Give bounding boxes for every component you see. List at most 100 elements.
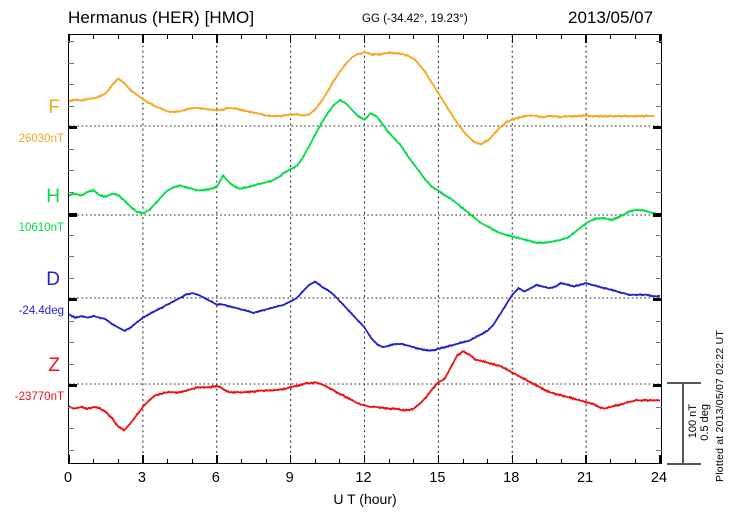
x-tick-top-0 bbox=[68, 34, 70, 43]
x-tick-bottom-14 bbox=[413, 459, 415, 464]
x-tick-label-24: 24 bbox=[650, 470, 668, 486]
y-tick-right bbox=[656, 363, 662, 365]
magnetogram-plot bbox=[68, 34, 662, 464]
y-tick-left bbox=[68, 127, 77, 129]
y-tick-left bbox=[68, 299, 77, 301]
trace-detail-D bbox=[69, 280, 660, 352]
y-tick-baseline-D bbox=[68, 298, 77, 300]
y-tick-right bbox=[653, 299, 662, 301]
x-tick-label-9: 9 bbox=[285, 470, 294, 486]
x-tick-bottom-16 bbox=[462, 459, 464, 464]
x-tick-label-18: 18 bbox=[503, 470, 520, 486]
y-tick-left bbox=[68, 148, 74, 150]
x-tick-top-16 bbox=[462, 34, 464, 39]
y-tick-right bbox=[656, 170, 662, 172]
x-tick-top-6 bbox=[216, 34, 218, 43]
x-tick-bottom-4 bbox=[167, 459, 168, 464]
x-tick-label-3: 3 bbox=[137, 470, 146, 486]
component-letter-Z: Z bbox=[48, 355, 60, 376]
component-value-D: -24.4deg bbox=[18, 305, 64, 317]
x-tick-bottom-12 bbox=[363, 455, 366, 464]
x-tick-top-23 bbox=[634, 34, 636, 39]
y-tick-right bbox=[653, 213, 662, 215]
x-tick-top-19 bbox=[536, 34, 538, 39]
x-tick-bottom-0 bbox=[68, 455, 70, 464]
x-tick-bottom-13 bbox=[388, 459, 390, 464]
x-tick-label-0: 0 bbox=[63, 470, 73, 486]
x-tick-label-21: 21 bbox=[577, 470, 594, 486]
y-tick-left bbox=[68, 256, 74, 258]
x-tick-top-7 bbox=[240, 34, 242, 39]
component-letter-F: F bbox=[48, 97, 60, 118]
x-tick-top-11 bbox=[339, 34, 341, 39]
x-tick-bottom-24 bbox=[659, 455, 661, 464]
x-tick-top-1 bbox=[93, 34, 95, 39]
y-tick-right bbox=[656, 191, 662, 193]
y-tick-right bbox=[656, 320, 662, 322]
y-tick-left bbox=[68, 170, 74, 172]
y-tick-left bbox=[68, 320, 74, 322]
y-tick-baseline-H bbox=[68, 215, 77, 217]
x-axis-title: U T (hour) bbox=[333, 491, 397, 507]
x-tick-top-17 bbox=[487, 34, 489, 39]
y-tick-baseline-D bbox=[653, 298, 662, 300]
trace-detail-F bbox=[69, 51, 654, 146]
trace-detail-Z bbox=[69, 350, 660, 432]
x-tick-label-12: 12 bbox=[355, 470, 372, 486]
plot-inner bbox=[69, 35, 661, 463]
x-tick-top-22 bbox=[610, 34, 612, 39]
y-tick-left bbox=[68, 342, 74, 344]
x-tick-bottom-18 bbox=[511, 455, 513, 464]
y-tick-left bbox=[68, 428, 74, 430]
y-tick-baseline-F bbox=[653, 126, 662, 128]
y-tick-left bbox=[68, 363, 74, 365]
scale-bar-bottom-tick bbox=[667, 463, 701, 465]
x-tick-bottom-17 bbox=[487, 459, 489, 464]
y-tick-left bbox=[68, 449, 74, 451]
y-tick-left bbox=[68, 385, 77, 387]
observation-date: 2013/05/07 bbox=[568, 8, 654, 27]
x-tick-top-24 bbox=[659, 34, 661, 43]
x-tick-top-8 bbox=[265, 34, 267, 39]
y-tick-left bbox=[68, 105, 74, 107]
x-tick-bottom-20 bbox=[561, 459, 562, 464]
x-tick-top-5 bbox=[191, 34, 193, 39]
y-tick-right bbox=[656, 256, 662, 258]
y-tick-right bbox=[656, 406, 662, 408]
y-tick-left bbox=[68, 62, 74, 64]
y-tick-right bbox=[656, 234, 662, 236]
y-tick-baseline-F bbox=[68, 126, 77, 128]
y-tick-right bbox=[656, 342, 662, 344]
station-title: Hermanus (HER) [HMO] bbox=[68, 8, 255, 27]
x-tick-top-20 bbox=[561, 34, 562, 39]
x-tick-bottom-11 bbox=[339, 459, 341, 464]
y-tick-left bbox=[68, 277, 74, 279]
x-tick-top-14 bbox=[413, 34, 415, 39]
x-tick-top-18 bbox=[511, 34, 513, 43]
y-tick-right bbox=[653, 385, 662, 387]
x-tick-bottom-1 bbox=[93, 459, 95, 464]
component-letter-D: D bbox=[46, 269, 60, 290]
component-value-H: 10610nT bbox=[18, 222, 64, 234]
x-tick-bottom-23 bbox=[634, 459, 636, 464]
y-tick-baseline-H bbox=[653, 215, 662, 217]
trace-detail-H bbox=[69, 98, 660, 245]
y-tick-right bbox=[656, 41, 662, 43]
y-tick-left bbox=[68, 234, 74, 236]
y-tick-right bbox=[656, 428, 662, 430]
x-tick-bottom-5 bbox=[191, 459, 193, 464]
scale-bar-top-tick bbox=[667, 382, 701, 384]
x-tick-label-6: 6 bbox=[211, 470, 220, 486]
x-tick-top-13 bbox=[388, 34, 390, 39]
x-tick-top-21 bbox=[585, 34, 587, 43]
x-tick-bottom-15 bbox=[437, 455, 440, 464]
x-tick-top-4 bbox=[167, 34, 168, 39]
y-tick-right bbox=[656, 277, 662, 279]
y-tick-right bbox=[656, 148, 662, 150]
scale-bar-vertical bbox=[682, 382, 684, 464]
component-value-Z: -23770nT bbox=[14, 391, 64, 403]
x-tick-top-10 bbox=[314, 34, 316, 39]
x-tick-bottom-7 bbox=[240, 459, 242, 464]
x-tick-top-12 bbox=[363, 34, 366, 43]
